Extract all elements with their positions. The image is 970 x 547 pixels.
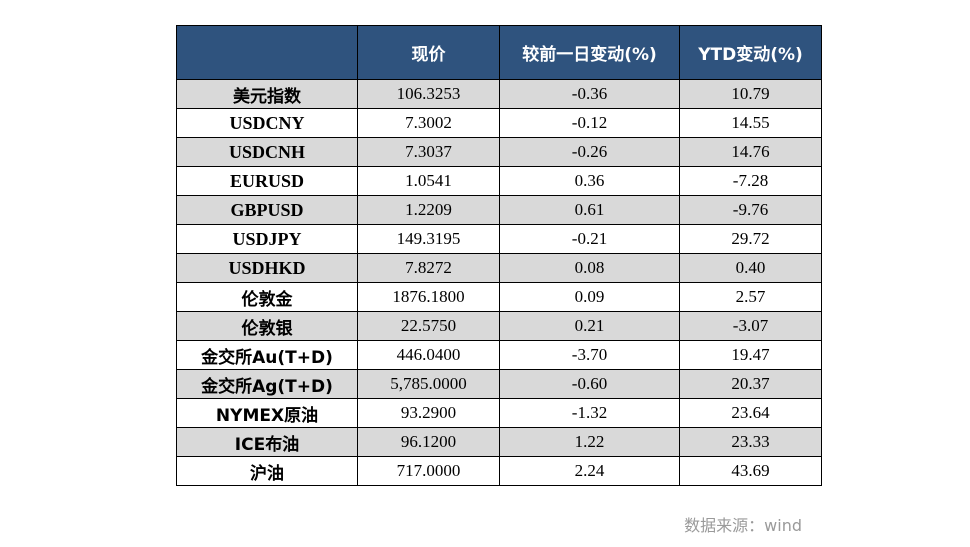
ytd-change-cell: 10.79 bbox=[679, 79, 822, 109]
price-cell: 7.8272 bbox=[357, 253, 500, 283]
header-instrument bbox=[176, 25, 358, 80]
day-change-cell: 0.09 bbox=[499, 282, 680, 312]
table-row: 伦敦银 22.5750 0.21 -3.07 bbox=[176, 311, 822, 341]
instrument-name-cell: 伦敦银 bbox=[176, 311, 358, 341]
instrument-name-cell: USDJPY bbox=[176, 224, 358, 254]
ytd-change-cell: -7.28 bbox=[679, 166, 822, 196]
header-price: 现价 bbox=[357, 25, 500, 80]
price-cell: 22.5750 bbox=[357, 311, 500, 341]
table-row: 金交所Ag(T+D) 5,785.0000 -0.60 20.37 bbox=[176, 369, 822, 399]
day-change-cell: 1.22 bbox=[499, 427, 680, 457]
table-row: 沪油 717.0000 2.24 43.69 bbox=[176, 456, 822, 486]
day-change-cell: -0.21 bbox=[499, 224, 680, 254]
table-body: 美元指数 106.3253 -0.36 10.79 USDCNY 7.3002 -0.12 1… bbox=[176, 79, 822, 486]
ytd-change-cell: 29.72 bbox=[679, 224, 822, 254]
day-change-cell: -0.26 bbox=[499, 137, 680, 167]
price-cell: 96.1200 bbox=[357, 427, 500, 457]
table-row: EURUSD 1.0541 0.36 -7.28 bbox=[176, 166, 822, 196]
instrument-name-cell: 金交所Au(T+D) bbox=[176, 340, 358, 370]
instrument-name-cell: 伦敦金 bbox=[176, 282, 358, 312]
ytd-change-cell: 0.40 bbox=[679, 253, 822, 283]
price-cell: 1876.1800 bbox=[357, 282, 500, 312]
price-cell: 446.0400 bbox=[357, 340, 500, 370]
instrument-name-cell: EURUSD bbox=[176, 166, 358, 196]
instrument-name-cell: 沪油 bbox=[176, 456, 358, 486]
day-change-cell: 0.08 bbox=[499, 253, 680, 283]
header-day-change: 较前一日变动(%) bbox=[499, 25, 680, 80]
price-cell: 149.3195 bbox=[357, 224, 500, 254]
instrument-name-cell: USDCNY bbox=[176, 108, 358, 138]
table-row: 伦敦金 1876.1800 0.09 2.57 bbox=[176, 282, 822, 312]
table-row: USDCNH 7.3037 -0.26 14.76 bbox=[176, 137, 822, 167]
instrument-name-cell: ICE布油 bbox=[176, 427, 358, 457]
day-change-cell: -0.60 bbox=[499, 369, 680, 399]
ytd-change-cell: 23.64 bbox=[679, 398, 822, 428]
price-cell: 717.0000 bbox=[357, 456, 500, 486]
price-cell: 93.2900 bbox=[357, 398, 500, 428]
table-row: USDJPY 149.3195 -0.21 29.72 bbox=[176, 224, 822, 254]
day-change-cell: 2.24 bbox=[499, 456, 680, 486]
ytd-change-cell: 2.57 bbox=[679, 282, 822, 312]
instrument-name-cell: USDHKD bbox=[176, 253, 358, 283]
price-cell: 5,785.0000 bbox=[357, 369, 500, 399]
ytd-change-cell: 23.33 bbox=[679, 427, 822, 457]
price-cell: 7.3037 bbox=[357, 137, 500, 167]
price-cell: 7.3002 bbox=[357, 108, 500, 138]
day-change-cell: 0.21 bbox=[499, 311, 680, 341]
day-change-cell: -0.12 bbox=[499, 108, 680, 138]
price-cell: 1.0541 bbox=[357, 166, 500, 196]
table-row: 金交所Au(T+D) 446.0400 -3.70 19.47 bbox=[176, 340, 822, 370]
table-row: GBPUSD 1.2209 0.61 -9.76 bbox=[176, 195, 822, 225]
day-change-cell: -0.36 bbox=[499, 79, 680, 109]
ytd-change-cell: 14.55 bbox=[679, 108, 822, 138]
table-header-row: 现价 较前一日变动(%) YTD变动(%) bbox=[176, 25, 822, 80]
ytd-change-cell: 43.69 bbox=[679, 456, 822, 486]
data-source-note: 数据来源：wind bbox=[684, 516, 802, 535]
header-ytd-change: YTD变动(%) bbox=[679, 25, 822, 80]
price-cell: 106.3253 bbox=[357, 79, 500, 109]
instrument-name-cell: GBPUSD bbox=[176, 195, 358, 225]
ytd-change-cell: -3.07 bbox=[679, 311, 822, 341]
market-table-container: 现价 较前一日变动(%) YTD变动(%) 美元指数 106.3253 -0.36 1… bbox=[176, 25, 822, 486]
day-change-cell: -3.70 bbox=[499, 340, 680, 370]
table-row: USDCNY 7.3002 -0.12 14.55 bbox=[176, 108, 822, 138]
table-row: NYMEX原油 93.2900 -1.32 23.64 bbox=[176, 398, 822, 428]
price-cell: 1.2209 bbox=[357, 195, 500, 225]
instrument-name-cell: NYMEX原油 bbox=[176, 398, 358, 428]
table-row: 美元指数 106.3253 -0.36 10.79 bbox=[176, 79, 822, 109]
market-data-table: 现价 较前一日变动(%) YTD变动(%) 美元指数 106.3253 -0.36 1… bbox=[176, 25, 822, 486]
day-change-cell: 0.61 bbox=[499, 195, 680, 225]
instrument-name-cell: 美元指数 bbox=[176, 79, 358, 109]
instrument-name-cell: USDCNH bbox=[176, 137, 358, 167]
ytd-change-cell: -9.76 bbox=[679, 195, 822, 225]
ytd-change-cell: 14.76 bbox=[679, 137, 822, 167]
day-change-cell: -1.32 bbox=[499, 398, 680, 428]
instrument-name-cell: 金交所Ag(T+D) bbox=[176, 369, 358, 399]
ytd-change-cell: 19.47 bbox=[679, 340, 822, 370]
table-row: USDHKD 7.8272 0.08 0.40 bbox=[176, 253, 822, 283]
table-row: ICE布油 96.1200 1.22 23.33 bbox=[176, 427, 822, 457]
day-change-cell: 0.36 bbox=[499, 166, 680, 196]
ytd-change-cell: 20.37 bbox=[679, 369, 822, 399]
